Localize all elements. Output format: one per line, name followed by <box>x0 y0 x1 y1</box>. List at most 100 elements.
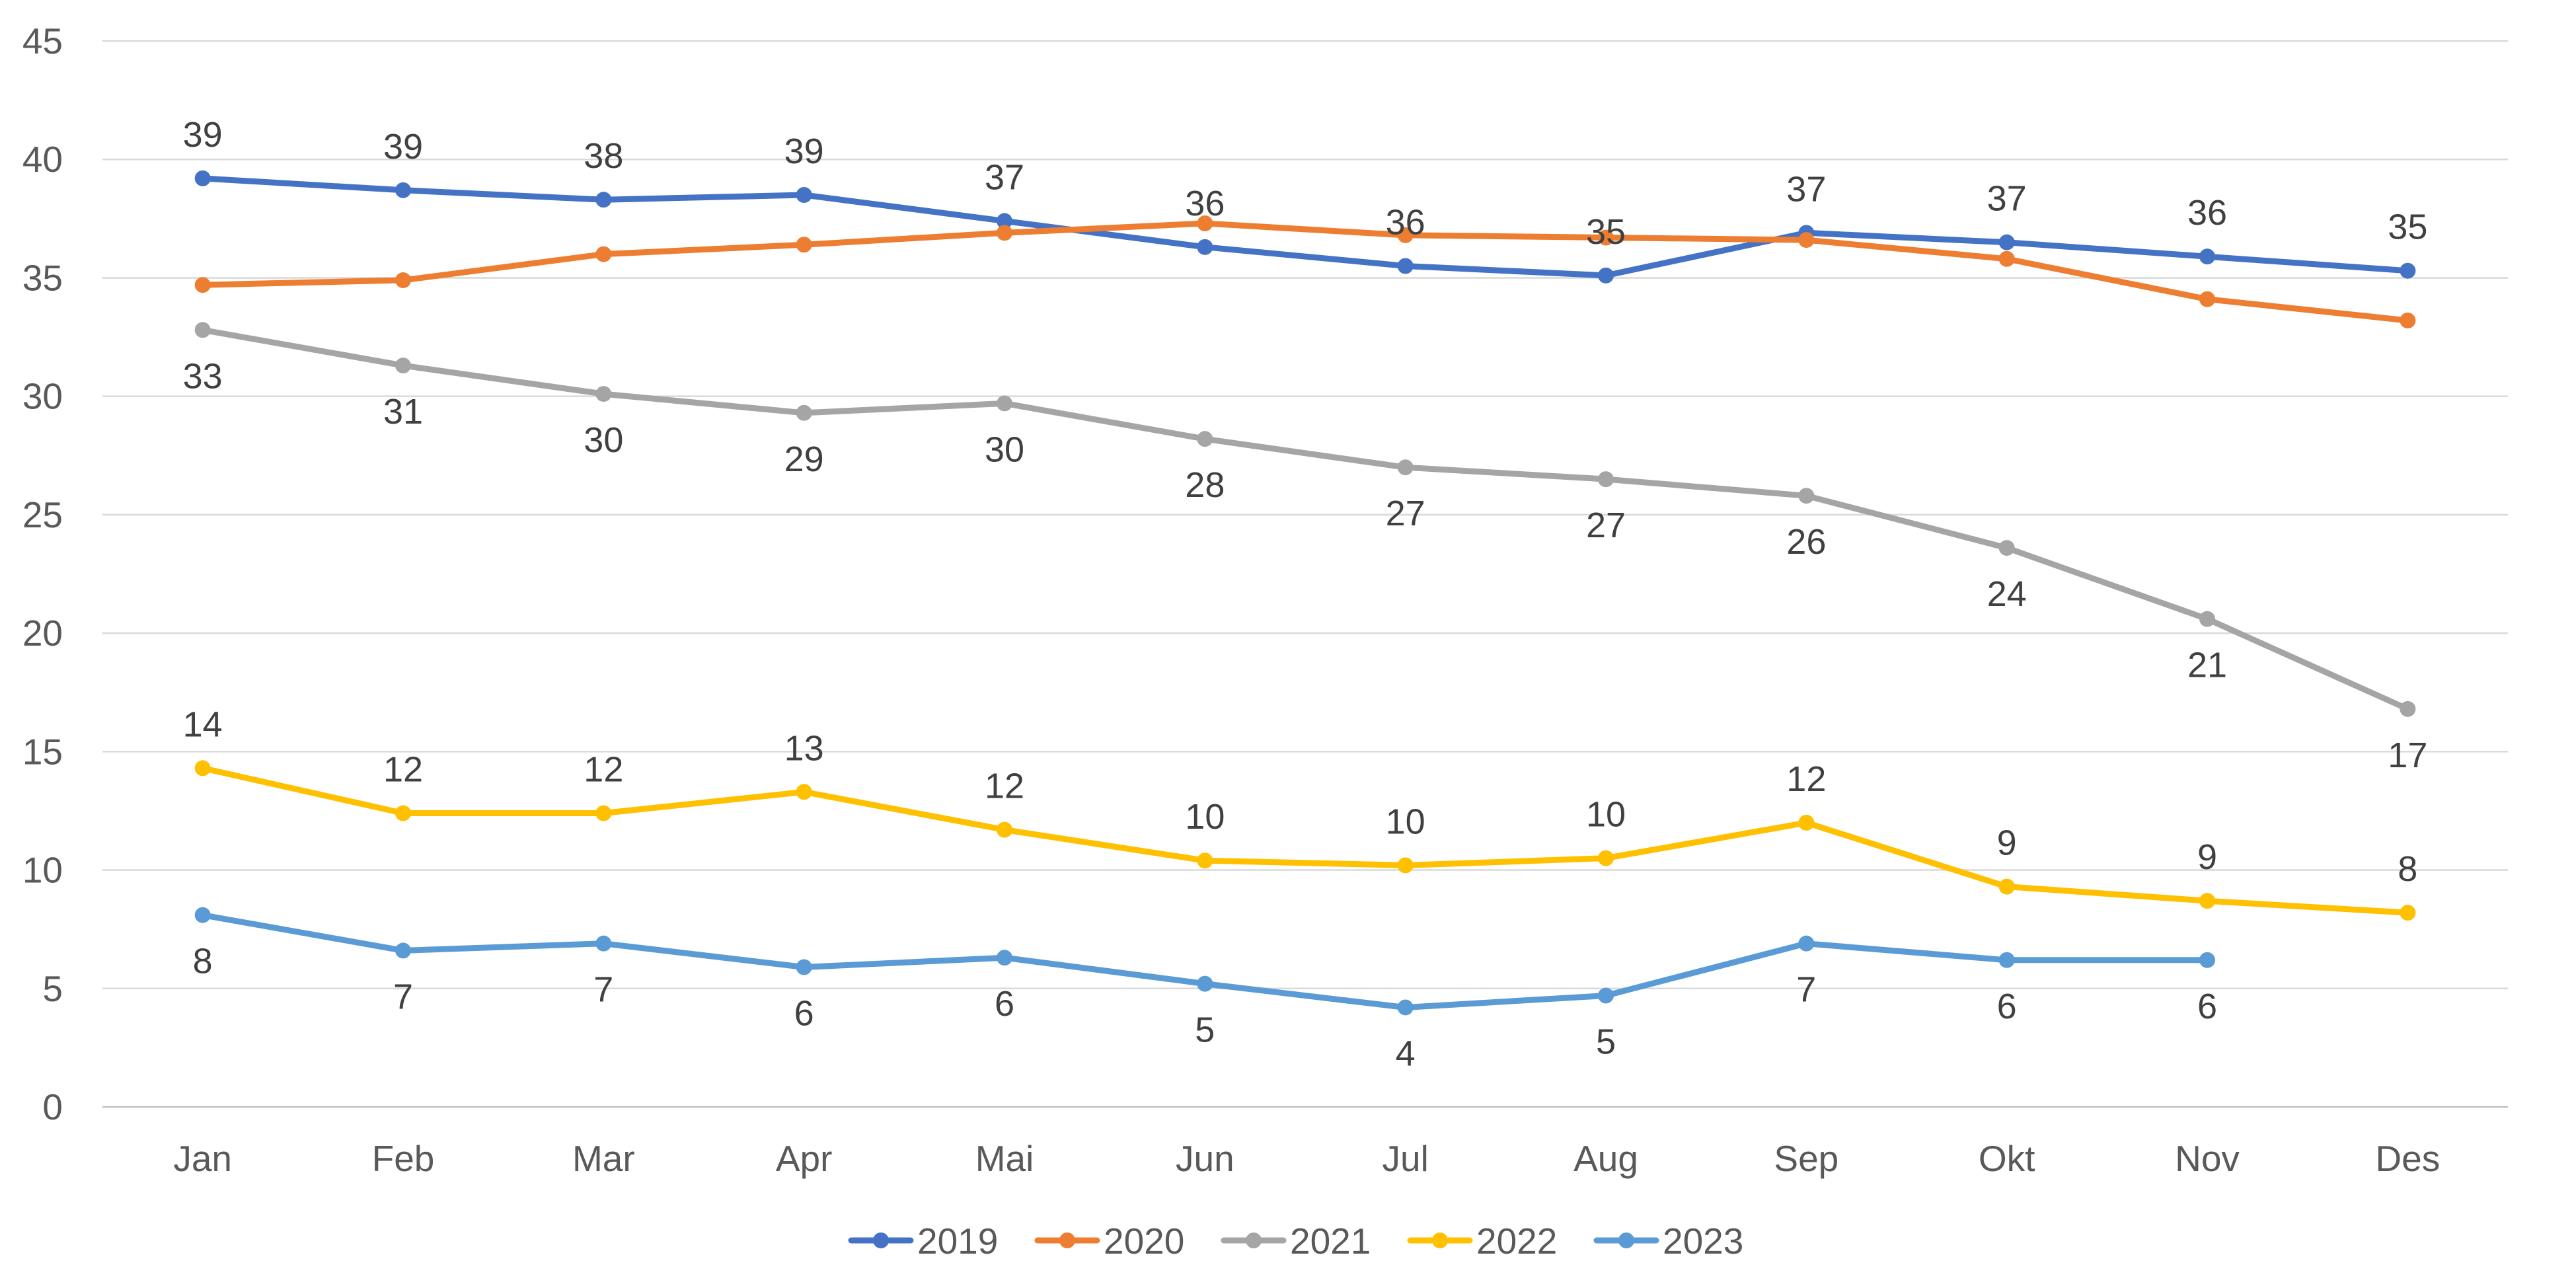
data-point-2019 <box>395 182 411 198</box>
data-label-2022: 13 <box>784 728 824 768</box>
data-point-2020 <box>1397 227 1414 243</box>
data-point-2021 <box>1598 471 1614 488</box>
x-tick-label: Aug <box>1573 1138 1638 1179</box>
data-label-2021: 27 <box>1386 494 1425 533</box>
x-tick-label: Jun <box>1176 1138 1234 1179</box>
x-tick-label: Okt <box>1979 1138 2035 1179</box>
data-point-2021 <box>395 358 411 374</box>
data-point-2020 <box>2199 291 2215 307</box>
x-tick-label: Jul <box>1383 1138 1429 1179</box>
data-label-2019: 39 <box>183 115 223 155</box>
data-label-2021: 30 <box>985 430 1024 469</box>
data-labels: 39 39 38 39 37 36 36 35 37 37 36 35 33 31 30 29 30 28 27 27… <box>183 115 2428 1074</box>
x-tick-label: Mar <box>572 1138 635 1179</box>
legend: 2019 2020 2021 2022 2023 <box>848 1221 1743 1262</box>
data-point-2022 <box>395 805 411 821</box>
data-label-2023: 7 <box>1796 970 1816 1010</box>
x-tick-label: Apr <box>776 1138 833 1179</box>
gridlines <box>102 40 2508 1108</box>
y-tick-label: 25 <box>22 494 63 535</box>
data-label-2021: 28 <box>1185 465 1225 505</box>
legend-swatch-marker-2019 <box>873 1232 889 1248</box>
data-point-2020 <box>796 237 812 253</box>
data-point-2020 <box>1598 229 1614 246</box>
y-tick-label: 40 <box>22 139 63 180</box>
data-point-2019 <box>1598 267 1614 284</box>
legend-swatch-marker-2021 <box>1246 1232 1262 1248</box>
data-point-2022 <box>1798 814 1815 831</box>
data-label-2019: 38 <box>584 136 623 176</box>
data-label-2021: 29 <box>784 439 824 479</box>
data-label-2022: 12 <box>584 750 623 790</box>
data-label-2022: 10 <box>1586 795 1626 835</box>
data-point-2023 <box>1197 975 1213 992</box>
legend-label-2023: 2023 <box>1663 1221 1743 1262</box>
data-point-2021 <box>1998 540 2015 556</box>
series-line-2020 <box>200 220 2411 324</box>
data-point-2019 <box>2400 262 2416 279</box>
legend-swatch-marker-2020 <box>1059 1232 1075 1248</box>
y-tick-label: 30 <box>22 376 63 417</box>
data-point-2021 <box>796 404 812 421</box>
y-tick-label: 10 <box>22 850 63 891</box>
data-label-2022: 12 <box>1786 759 1826 799</box>
legend-label-2021: 2021 <box>1290 1221 1371 1262</box>
x-tick-label: Sep <box>1774 1138 1838 1179</box>
legend-label-2020: 2020 <box>1104 1221 1184 1262</box>
data-point-2020 <box>595 246 612 262</box>
legend-swatch-marker-2023 <box>1618 1232 1634 1248</box>
data-point-2021 <box>595 386 612 402</box>
data-label-2021: 33 <box>183 356 223 396</box>
series-line-2019 <box>200 175 2411 279</box>
data-point-2022 <box>2199 893 2215 909</box>
data-label-2023: 5 <box>1195 1010 1215 1050</box>
data-label-2019: 39 <box>383 127 423 167</box>
data-label-2022: 8 <box>2398 849 2417 889</box>
data-point-2023 <box>796 959 812 975</box>
x-tick-label: Nov <box>2175 1138 2240 1179</box>
data-point-2020 <box>1197 215 1213 232</box>
y-tick-label: 0 <box>42 1086 63 1127</box>
data-label-2019: 36 <box>2187 193 2227 233</box>
data-label-2023: 7 <box>593 970 613 1010</box>
data-point-2021 <box>1197 431 1213 447</box>
data-point-2023 <box>194 907 211 923</box>
data-point-2020 <box>194 277 211 293</box>
data-point-2023 <box>1998 952 2015 968</box>
data-point-2020 <box>2400 312 2416 328</box>
x-tick-label: Feb <box>372 1138 435 1179</box>
data-label-2023: 5 <box>1596 1022 1616 1062</box>
x-tick-label: Mai <box>975 1138 1034 1179</box>
x-tick-label: Des <box>2375 1138 2440 1179</box>
data-point-2019 <box>1998 234 2015 250</box>
data-label-2022: 12 <box>985 767 1024 806</box>
data-point-2020 <box>997 225 1012 241</box>
data-point-2019 <box>796 186 812 203</box>
data-point-2019 <box>2199 248 2215 265</box>
data-point-2023 <box>1397 999 1414 1016</box>
data-label-2021: 17 <box>2388 736 2427 775</box>
data-label-2023: 6 <box>2197 987 2217 1026</box>
data-point-2022 <box>796 784 812 800</box>
data-label-2022: 14 <box>183 704 223 744</box>
series-group <box>194 170 2416 1016</box>
data-point-2021 <box>1397 459 1414 476</box>
data-label-2023: 6 <box>1997 987 2017 1026</box>
data-point-2021 <box>2400 701 2416 717</box>
data-label-2019: 37 <box>1987 179 2027 219</box>
x-tick-label: Jan <box>173 1138 232 1179</box>
data-label-2021: 30 <box>584 420 623 460</box>
data-point-2020 <box>395 272 411 289</box>
data-point-2023 <box>2199 952 2215 968</box>
data-label-2021: 27 <box>1586 506 1626 545</box>
data-point-2022 <box>997 821 1012 838</box>
data-point-2022 <box>1197 852 1213 869</box>
data-label-2023: 6 <box>995 984 1014 1024</box>
legend-label-2022: 2022 <box>1476 1221 1557 1262</box>
legend-swatch-marker-2022 <box>1432 1232 1448 1248</box>
series-line-2022 <box>200 765 2411 916</box>
data-label-2019: 35 <box>1586 212 1626 252</box>
data-point-2023 <box>1798 935 1815 952</box>
data-point-2021 <box>997 395 1012 412</box>
